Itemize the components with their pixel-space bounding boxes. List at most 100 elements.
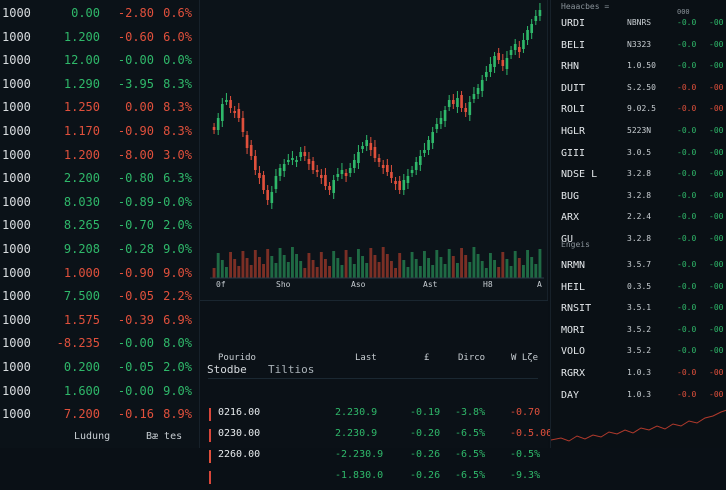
candle[interactable] [229,100,232,108]
watchlist-row[interactable]: 1000 2.200 -0.80 6.3% [0,171,200,191]
market-row[interactable]: HEIL 0.3.5 -0.0 -00 [551,282,726,302]
candle[interactable] [451,100,455,104]
candle[interactable] [435,124,439,129]
candle[interactable] [390,172,393,178]
candle[interactable] [398,181,402,190]
candle[interactable] [513,44,517,50]
candle[interactable] [427,140,430,150]
tab-stodbe[interactable]: Stodbe [207,363,247,376]
candle[interactable] [373,147,377,158]
candle[interactable] [233,111,237,113]
candle[interactable] [352,160,356,168]
candle[interactable] [319,175,323,178]
candle[interactable] [534,16,538,21]
candle[interactable] [460,95,463,108]
candle[interactable] [517,47,521,52]
market-row[interactable]: RHN 1.0.50 -0.0 -00 [551,61,726,81]
candle[interactable] [410,170,414,173]
candle[interactable] [324,175,327,186]
watchlist-row[interactable]: 1000 7.200 -0.16 8.9% [0,407,200,427]
candle[interactable] [509,50,513,55]
market-row[interactable]: URDI NBNRS -0.0 -00 [551,18,726,38]
watchlist-row[interactable]: 1000 8.030 -0.89 -0.0% [0,195,200,215]
column-header[interactable]: Pourido [218,353,256,363]
column-header[interactable]: Last [355,353,377,363]
candle[interactable] [468,102,472,115]
watchlist-row[interactable]: 1000 1.200 -0.60 6.0% [0,30,200,50]
price-chart-panel[interactable]: 0f Sho Aso Ast H8 A [200,0,548,300]
candle[interactable] [497,53,501,60]
watchlist-row[interactable]: 1000 7.500 -0.05 2.2% [0,289,200,309]
candle[interactable] [311,161,315,170]
candle[interactable] [274,176,278,189]
candle[interactable] [278,168,282,176]
candle[interactable] [414,162,418,170]
candle[interactable] [439,118,443,124]
market-row[interactable]: DUIT S.2.50 -0.0 -00 [551,83,726,103]
candle[interactable] [336,174,340,177]
candle[interactable] [406,176,410,183]
market-row[interactable]: GIII 3.0.5 -0.0 -00 [551,148,726,168]
market-row[interactable]: NRMN 3.5.7 -0.0 -00 [551,260,726,280]
watchlist-row[interactable]: 1000 12.00 -0.00 0.0% [0,53,200,73]
watchlist-row[interactable]: 1000 0.200 -0.05 2.0% [0,360,200,380]
market-row[interactable]: GU 3.2.8 -0.0 -00 [551,234,726,254]
watchlist-row[interactable]: 1000 1.200 -8.00 3.0% [0,148,200,168]
column-header[interactable]: Dirco [458,353,486,363]
candle[interactable] [253,156,257,170]
candle[interactable] [526,30,529,40]
candle[interactable] [299,152,303,157]
watchlist-row[interactable]: 1000 1.000 -0.90 9.0% [0,266,200,286]
candle[interactable] [447,100,451,107]
column-header[interactable]: £ [424,353,430,363]
candle[interactable] [423,150,426,153]
watchlist-row[interactable]: 1000 1.290 -3.95 8.3% [0,77,200,97]
candle[interactable] [270,192,274,203]
candle[interactable] [344,173,348,176]
market-row[interactable]: BUG 3.2.8 -0.0 -00 [551,191,726,211]
candle[interactable] [456,98,459,107]
candle[interactable] [282,164,286,171]
candle[interactable] [258,173,261,178]
candle[interactable] [348,168,352,173]
market-row[interactable]: ARX 2.2.4 -0.0 -00 [551,212,726,232]
candle[interactable] [340,170,344,174]
candle[interactable] [464,108,468,112]
candle[interactable] [538,10,542,16]
market-row[interactable]: RNSIT 3.5.1 -0.0 -00 [551,303,726,323]
candle[interactable] [220,104,224,121]
candle[interactable] [212,127,216,130]
candle[interactable] [225,100,228,102]
market-row[interactable]: BELI N3323 -0.0 -00 [551,40,726,60]
watchlist-row[interactable]: 1000 -8.235 -0.00 8.0% [0,336,200,356]
market-row[interactable]: VOLO 3.5.2 -0.0 -00 [551,346,726,366]
candle[interactable] [328,186,331,190]
candle[interactable] [303,152,307,156]
market-row[interactable]: HGLR 5223N -0.0 -00 [551,126,726,146]
candle[interactable] [332,180,336,193]
watchlist-row[interactable]: 1000 1.600 -0.00 9.0% [0,384,200,404]
watchlist-row[interactable]: 1000 1.575 -0.39 6.9% [0,313,200,333]
candle[interactable] [484,72,488,77]
table-row[interactable]: 0216.00 2.230.9 -0.19 -3.8% -0.70 [200,407,548,427]
market-row[interactable]: RGRX 1.0.3 -0.0 -00 [551,368,726,388]
table-row[interactable]: -1.830.0 -0.26 -6.5% -9.3% [200,470,548,490]
candle[interactable] [291,158,294,160]
table-row[interactable]: 0230.00 2.230.9 -0.20 -6.5% -0.5.06 [200,428,552,448]
market-row[interactable]: ROLI 9.02.5 -0.0 -00 [551,104,726,124]
table-row[interactable]: 2260.00 -2.230.9 -0.26 -6.5% -0.5% [200,449,548,469]
candle[interactable] [249,145,253,156]
candle[interactable] [266,190,270,200]
candle[interactable] [418,156,422,165]
candlestick-chart[interactable] [200,0,548,300]
candle[interactable] [394,181,397,184]
candle[interactable] [357,152,360,163]
candle[interactable] [505,58,509,69]
candle[interactable] [493,56,496,67]
candle[interactable] [286,160,290,162]
candle[interactable] [315,170,319,172]
market-row[interactable]: NDSE L 3.2.8 -0.0 -00 [551,169,726,189]
watchlist-row[interactable]: 1000 9.208 -0.28 9.0% [0,242,200,262]
candle[interactable] [501,60,505,66]
market-row[interactable]: DAY 1.0.3 -0.0 -00 [551,390,726,410]
